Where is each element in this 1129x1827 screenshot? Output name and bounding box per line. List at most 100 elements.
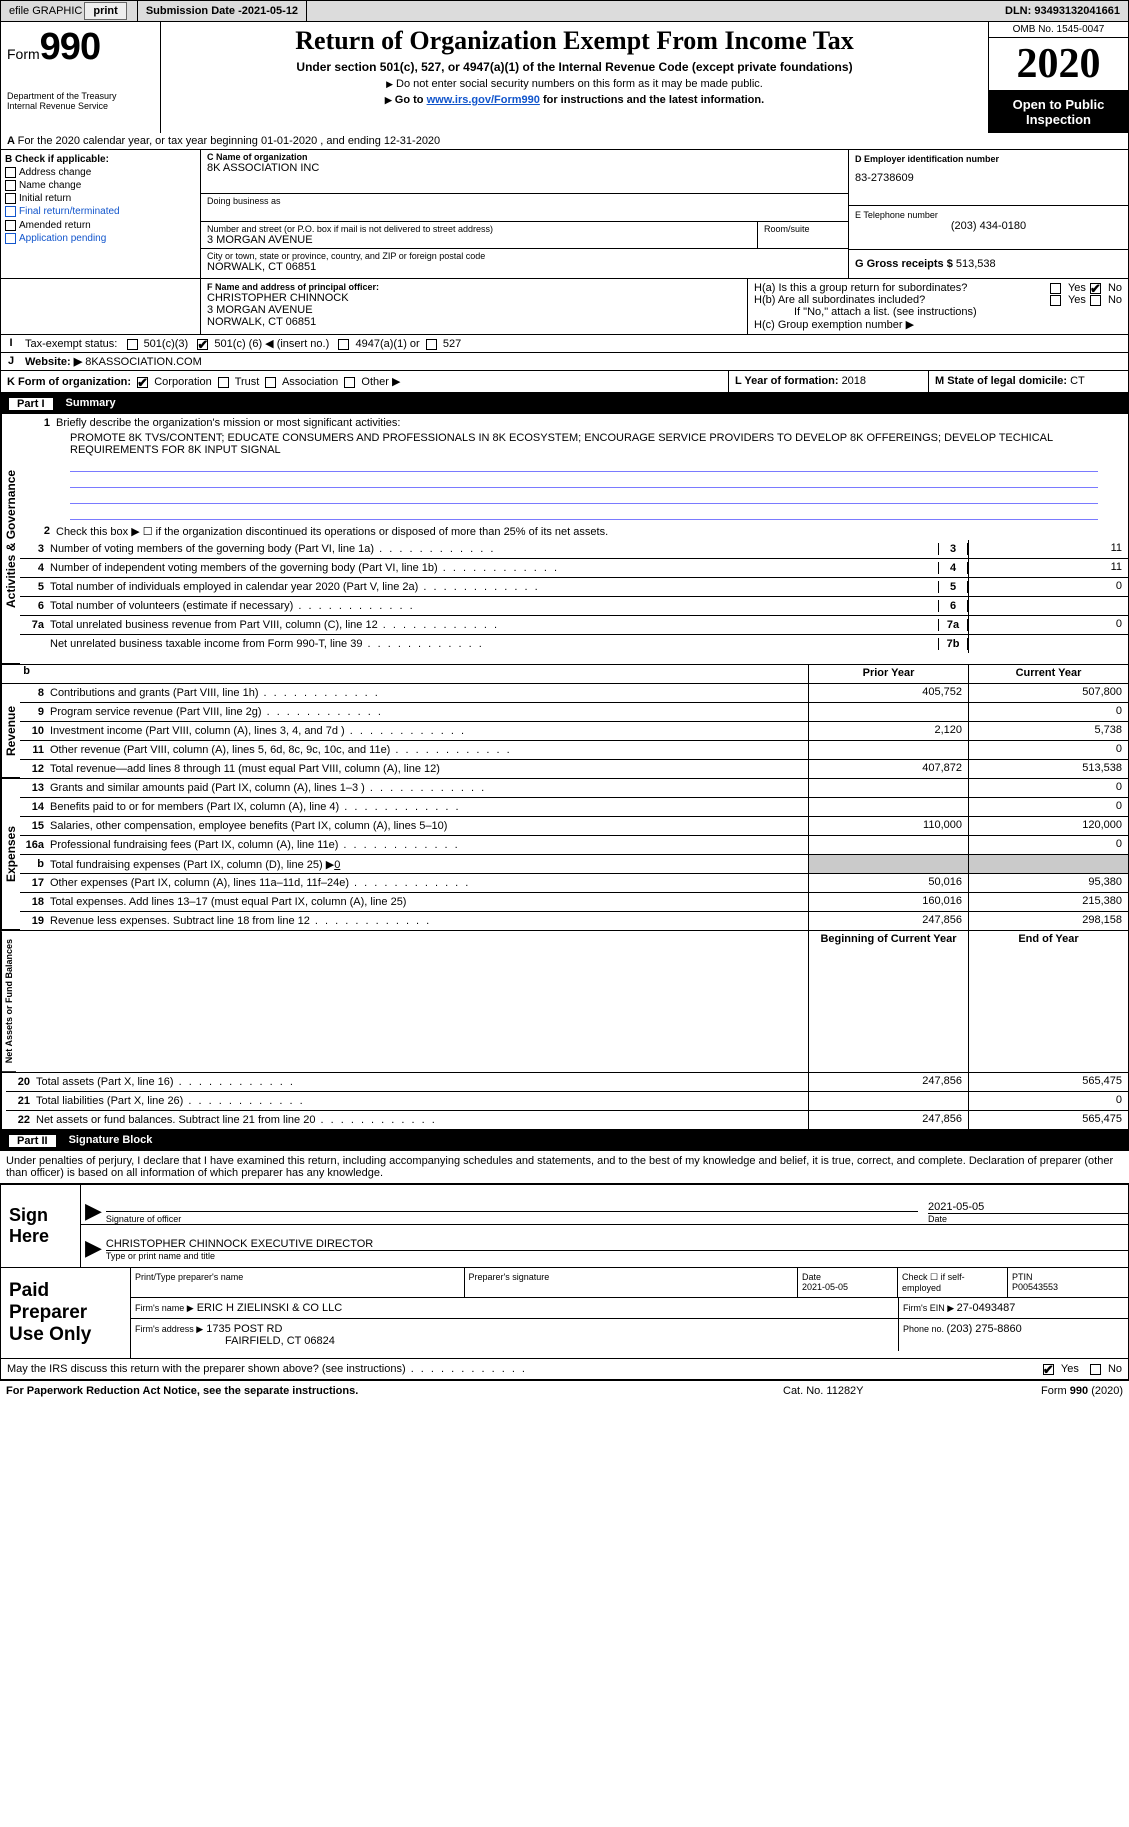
r16bc [968, 855, 1128, 873]
irs-link[interactable]: www.irs.gov/Form990 [427, 94, 540, 106]
line7a-val: 0 [968, 616, 1128, 634]
part1-num: Part I [8, 397, 54, 411]
chk-assoc[interactable] [265, 377, 276, 388]
firm-name: ERIC H ZIELINSKI & CO LLC [197, 1302, 342, 1314]
h-b-label: H(b) Are all subordinates included? [754, 294, 1050, 306]
chk-corp[interactable] [137, 377, 148, 388]
line5-label: Total number of individuals employed in … [50, 581, 938, 593]
sig-arrow-icon2: ▶ [81, 1235, 106, 1261]
chk-trust[interactable] [218, 377, 229, 388]
chk-amended[interactable]: Amended return [5, 220, 196, 231]
r12c: 513,538 [968, 760, 1128, 778]
chk-address[interactable]: Address change [5, 167, 196, 178]
line1-label: Briefly describe the organization's miss… [56, 417, 1122, 429]
phone-value: (203) 434-0180 [855, 220, 1122, 232]
h-b-no: No [1108, 294, 1122, 306]
box-h: H(a) Is this a group return for subordin… [748, 279, 1128, 334]
tax-year-range: For the 2020 calendar year, or tax year … [18, 135, 441, 147]
chk-501c[interactable] [197, 339, 208, 350]
line6-val [968, 597, 1128, 615]
paid-preparer-block: Paid Preparer Use Only Print/Type prepar… [0, 1268, 1129, 1359]
link-note: Go to www.irs.gov/Form990 for instructio… [167, 94, 982, 106]
form-number: 990 [40, 26, 100, 68]
chk-discuss-yes[interactable] [1043, 1364, 1054, 1375]
discuss-yes: Yes [1061, 1363, 1079, 1375]
submission-label: Submission Date - [146, 5, 242, 17]
r9p [808, 703, 968, 721]
l8: Contributions and grants (Part VIII, lin… [50, 687, 808, 699]
sign-here-label: Sign Here [1, 1185, 81, 1267]
street-label: Number and street (or P.O. box if mail i… [207, 224, 751, 234]
r21p [808, 1092, 968, 1110]
mission-line3 [70, 490, 1098, 504]
cat-no: Cat. No. 11282Y [783, 1385, 963, 1397]
prep-date: 2021-05-05 [802, 1282, 893, 1292]
mission-line4 [70, 506, 1098, 520]
website-label: Website: ▶ [25, 356, 82, 368]
phone-label: E Telephone number [855, 210, 1122, 220]
line3-val: 11 [968, 540, 1128, 558]
firm-addr-label: Firm's address ▶ [135, 1324, 203, 1334]
room-label: Room/suite [758, 222, 848, 248]
prep-selfemp: Check ☐ if self-employed [898, 1268, 1008, 1297]
l10: Investment income (Part VIII, column (A)… [50, 725, 808, 737]
l19: Revenue less expenses. Subtract line 18 … [50, 915, 808, 927]
chk-name[interactable]: Name change [5, 180, 196, 191]
r15c: 120,000 [968, 817, 1128, 835]
chk-pending[interactable]: Application pending [5, 233, 196, 244]
r11p [808, 741, 968, 759]
mission-line1 [70, 458, 1098, 472]
chk-amended-label: Amended return [19, 220, 91, 231]
tab-netassets-hdr: Net Assets or Fund Balances [1, 931, 16, 1072]
header-right: OMB No. 1545-0047 2020 Open to Public In… [988, 22, 1128, 133]
r22c: 565,475 [968, 1111, 1128, 1129]
r10p: 2,120 [808, 722, 968, 740]
tab-expenses: Expenses [1, 779, 20, 930]
chk-discuss-no[interactable] [1090, 1364, 1101, 1375]
print-button[interactable]: print [84, 2, 126, 20]
may-discuss-label: May the IRS discuss this return with the… [7, 1363, 1043, 1375]
f-h-block: F Name and address of principal officer:… [0, 278, 1129, 335]
chk-527[interactable] [426, 339, 437, 350]
r13c: 0 [968, 779, 1128, 797]
r18p: 160,016 [808, 893, 968, 911]
line6-label: Total number of volunteers (estimate if … [50, 600, 938, 612]
line7a-label: Total unrelated business revenue from Pa… [50, 619, 938, 631]
part2-num: Part II [8, 1134, 57, 1148]
tab-rev-spacer [1, 665, 6, 683]
chk-initial[interactable]: Initial return [5, 193, 196, 204]
tab-netassets [1, 1073, 6, 1129]
r9c: 0 [968, 703, 1128, 721]
line7b-val [968, 635, 1128, 653]
efile-label: efile GRAPHIC print [1, 1, 138, 21]
privacy-note: Do not enter social security numbers on … [167, 78, 982, 90]
officer-printed-name: CHRISTOPHER CHINNOCK EXECUTIVE DIRECTOR [106, 1238, 1128, 1250]
chk-other[interactable] [344, 377, 355, 388]
tax-status: Tax-exempt status: 501(c)(3) 501(c) (6) … [21, 335, 1128, 352]
chk-name-label: Name change [19, 180, 81, 191]
prep-name-hdr: Print/Type preparer's name [131, 1268, 465, 1297]
box-m: M State of legal domicile: CT [928, 371, 1128, 392]
sign-here-block: Sign Here ▶ Signature of officer 2021-05… [0, 1183, 1129, 1268]
chk-501c3[interactable] [127, 339, 138, 350]
chk-pending-label: Application pending [19, 233, 106, 244]
r8c: 507,800 [968, 684, 1128, 702]
paid-preparer-label: Paid Preparer Use Only [1, 1268, 131, 1358]
chk-4947[interactable] [338, 339, 349, 350]
l16a: Professional fundraising fees (Part IX, … [50, 839, 808, 851]
l15: Salaries, other compensation, employee b… [50, 820, 808, 832]
l12: Total revenue—add lines 8 through 11 (mu… [50, 763, 808, 775]
l16b-label: Total fundraising expenses (Part IX, col… [50, 859, 334, 871]
r14c: 0 [968, 798, 1128, 816]
sig-officer-label: Signature of officer [106, 1211, 918, 1224]
chk-final[interactable]: Final return/terminated [5, 206, 196, 217]
line4-label: Number of independent voting members of … [50, 562, 938, 574]
officer-label: F Name and address of principal officer: [207, 282, 741, 292]
r18c: 215,380 [968, 893, 1128, 911]
box-c: C Name of organization 8K ASSOCIATION IN… [201, 150, 848, 278]
r12p: 407,872 [808, 760, 968, 778]
l16b: Total fundraising expenses (Part IX, col… [50, 858, 808, 871]
form-title: Return of Organization Exempt From Incom… [167, 26, 982, 56]
officer-name: CHRISTOPHER CHINNOCK [207, 292, 741, 304]
website-value: 8KASSOCIATION.COM [85, 356, 202, 368]
